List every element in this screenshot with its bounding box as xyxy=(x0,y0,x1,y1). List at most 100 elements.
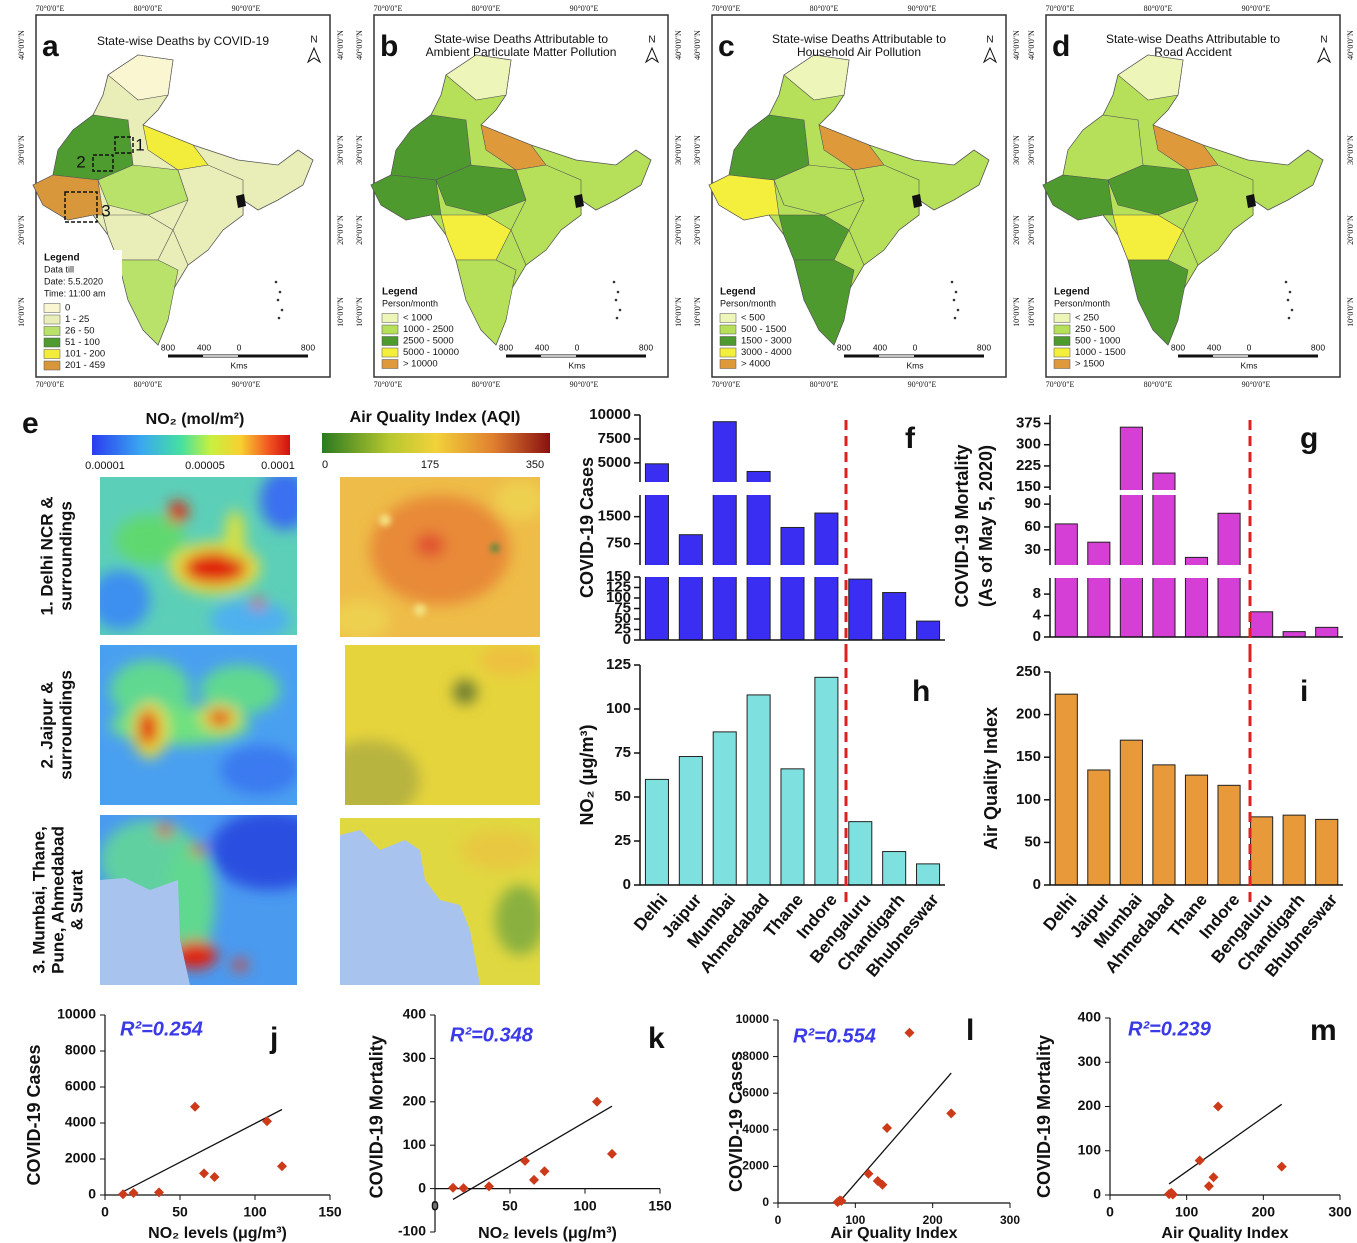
lat-label: 40°0'0"N xyxy=(336,30,345,60)
trend-line xyxy=(123,1110,282,1192)
point xyxy=(154,1187,164,1197)
lat-label: 10°0'0"N xyxy=(336,297,345,327)
legend-swatch xyxy=(44,304,60,313)
point xyxy=(540,1166,550,1176)
lat-label: 40°0'0"N xyxy=(17,30,26,60)
legend-label: 0 xyxy=(65,303,70,314)
lat-label: 30°0'0"N xyxy=(1346,135,1355,165)
scale-label: 0 xyxy=(237,342,242,352)
legend-note: Person/month xyxy=(1054,298,1110,308)
x-tick-label: 300 xyxy=(1328,1204,1352,1220)
y-tick-label: 75 xyxy=(614,744,631,761)
y-tick-label: 0 xyxy=(1093,1186,1101,1202)
y-tick-label: 30 xyxy=(1024,541,1041,558)
island xyxy=(279,291,282,294)
x-tick-label: 150 xyxy=(648,1197,672,1213)
y-tick-label: 1500 xyxy=(598,508,631,525)
lat-label: 10°0'0"N xyxy=(355,297,364,327)
r-squared: R²=0.239 xyxy=(1128,1018,1212,1040)
point xyxy=(592,1097,602,1107)
island xyxy=(277,299,280,302)
lat-label: 30°0'0"N xyxy=(674,135,683,165)
y-tick-label: 100 xyxy=(1016,791,1041,808)
lat-label: 30°0'0"N xyxy=(1027,135,1036,165)
y-axis-label: (As of May 5, 2020) xyxy=(976,445,996,607)
north-label: N xyxy=(1320,35,1327,46)
y-tick-label: 100 xyxy=(606,700,631,717)
y-tick-label: 2000 xyxy=(65,1150,96,1166)
legend-note: Data till xyxy=(44,264,74,274)
y-tick-label: 125 xyxy=(606,656,631,673)
y-tick-label: 90 xyxy=(1024,495,1041,512)
r-squared: R²=0.348 xyxy=(450,1024,534,1046)
y-tick-label: 150 xyxy=(606,568,631,585)
bar xyxy=(1316,819,1338,885)
legend-label: 250 - 500 xyxy=(1075,324,1115,335)
lat-label: 40°0'0"N xyxy=(355,30,364,60)
bar xyxy=(1055,694,1077,885)
panel-letter: g xyxy=(1300,422,1318,455)
north-label: N xyxy=(310,35,317,46)
legend-label: 26 - 50 xyxy=(65,326,95,337)
colorbar xyxy=(92,435,290,455)
lat-label: 40°0'0"N xyxy=(674,30,683,60)
point xyxy=(1209,1172,1219,1182)
legend-title: Legend xyxy=(720,287,756,298)
y-tick-label: 375 xyxy=(1016,414,1041,431)
y-tick-label: 50 xyxy=(614,788,631,805)
point xyxy=(118,1189,128,1199)
legend-swatch xyxy=(1054,360,1070,369)
y-axis-label: COVID-19 Mortality xyxy=(367,1035,387,1198)
map-panel: 70°0'0"E70°0'0"E80°0'0"E80°0'0"E90°0'0"E… xyxy=(693,4,1021,389)
colorbar xyxy=(322,433,550,453)
y-tick-label: 250 xyxy=(1016,663,1041,680)
x-tick-label: 100 xyxy=(243,1204,267,1220)
legend-swatch xyxy=(382,360,398,369)
lat-label: 10°0'0"N xyxy=(17,297,26,327)
panel-letter: k xyxy=(648,1022,665,1055)
y-tick-label: 4 xyxy=(1033,607,1042,624)
island xyxy=(955,291,958,294)
island xyxy=(281,309,284,312)
legend-label: 5000 - 10000 xyxy=(403,347,459,358)
scale-label: 800 xyxy=(1171,342,1185,352)
row-label: & Surat xyxy=(67,869,86,930)
heatmap-image xyxy=(100,645,300,805)
y-tick-label: 300 xyxy=(1016,436,1041,453)
y-tick-label: 10000 xyxy=(589,406,631,423)
y-tick-label: 0 xyxy=(762,1195,769,1209)
bar xyxy=(679,757,702,885)
lon-label: 80°0'0"E xyxy=(134,380,163,389)
row-label: 3. Mumbai, Thane, xyxy=(29,826,48,973)
row-label: surroundings xyxy=(56,501,75,611)
lat-label: 30°0'0"N xyxy=(693,135,702,165)
bar xyxy=(1185,775,1207,885)
x-tick-label: 150 xyxy=(318,1204,342,1220)
map-panel: 70°0'0"E70°0'0"E80°0'0"E80°0'0"E90°0'0"E… xyxy=(355,4,683,389)
y-tick-label: 400 xyxy=(403,1006,427,1022)
bar xyxy=(1088,770,1110,885)
colorbar-tick-label: 0 xyxy=(322,459,328,471)
lat-label: 30°0'0"N xyxy=(355,135,364,165)
point xyxy=(190,1102,200,1112)
lat-label: 10°0'0"N xyxy=(1012,297,1021,327)
scale-unit: Kms xyxy=(1241,360,1258,370)
y-tick-label: 6000 xyxy=(65,1078,96,1094)
trend-line xyxy=(838,1073,952,1204)
r-squared: R²=0.554 xyxy=(793,1025,876,1047)
legend-swatch xyxy=(382,314,398,323)
lon-label: 70°0'0"E xyxy=(712,4,741,13)
legend-swatch xyxy=(1054,314,1070,323)
legend-swatch xyxy=(1054,325,1070,334)
y-tick-label: 8000 xyxy=(65,1042,96,1058)
y-tick-label: 400 xyxy=(1078,1009,1102,1025)
lat-label: 40°0'0"N xyxy=(1012,30,1021,60)
map-title: Household Air Pollution xyxy=(797,45,921,59)
colorbar-tick-label: 0.00001 xyxy=(85,460,125,472)
y-tick-label: 100 xyxy=(403,1136,427,1152)
panel-letter: i xyxy=(1300,675,1308,708)
legend-swatch xyxy=(44,315,60,324)
legend-note: Person/month xyxy=(720,298,776,308)
y-axis-label: COVID-19 Mortality xyxy=(1034,1035,1054,1198)
y-tick-label: 150 xyxy=(1016,478,1041,495)
